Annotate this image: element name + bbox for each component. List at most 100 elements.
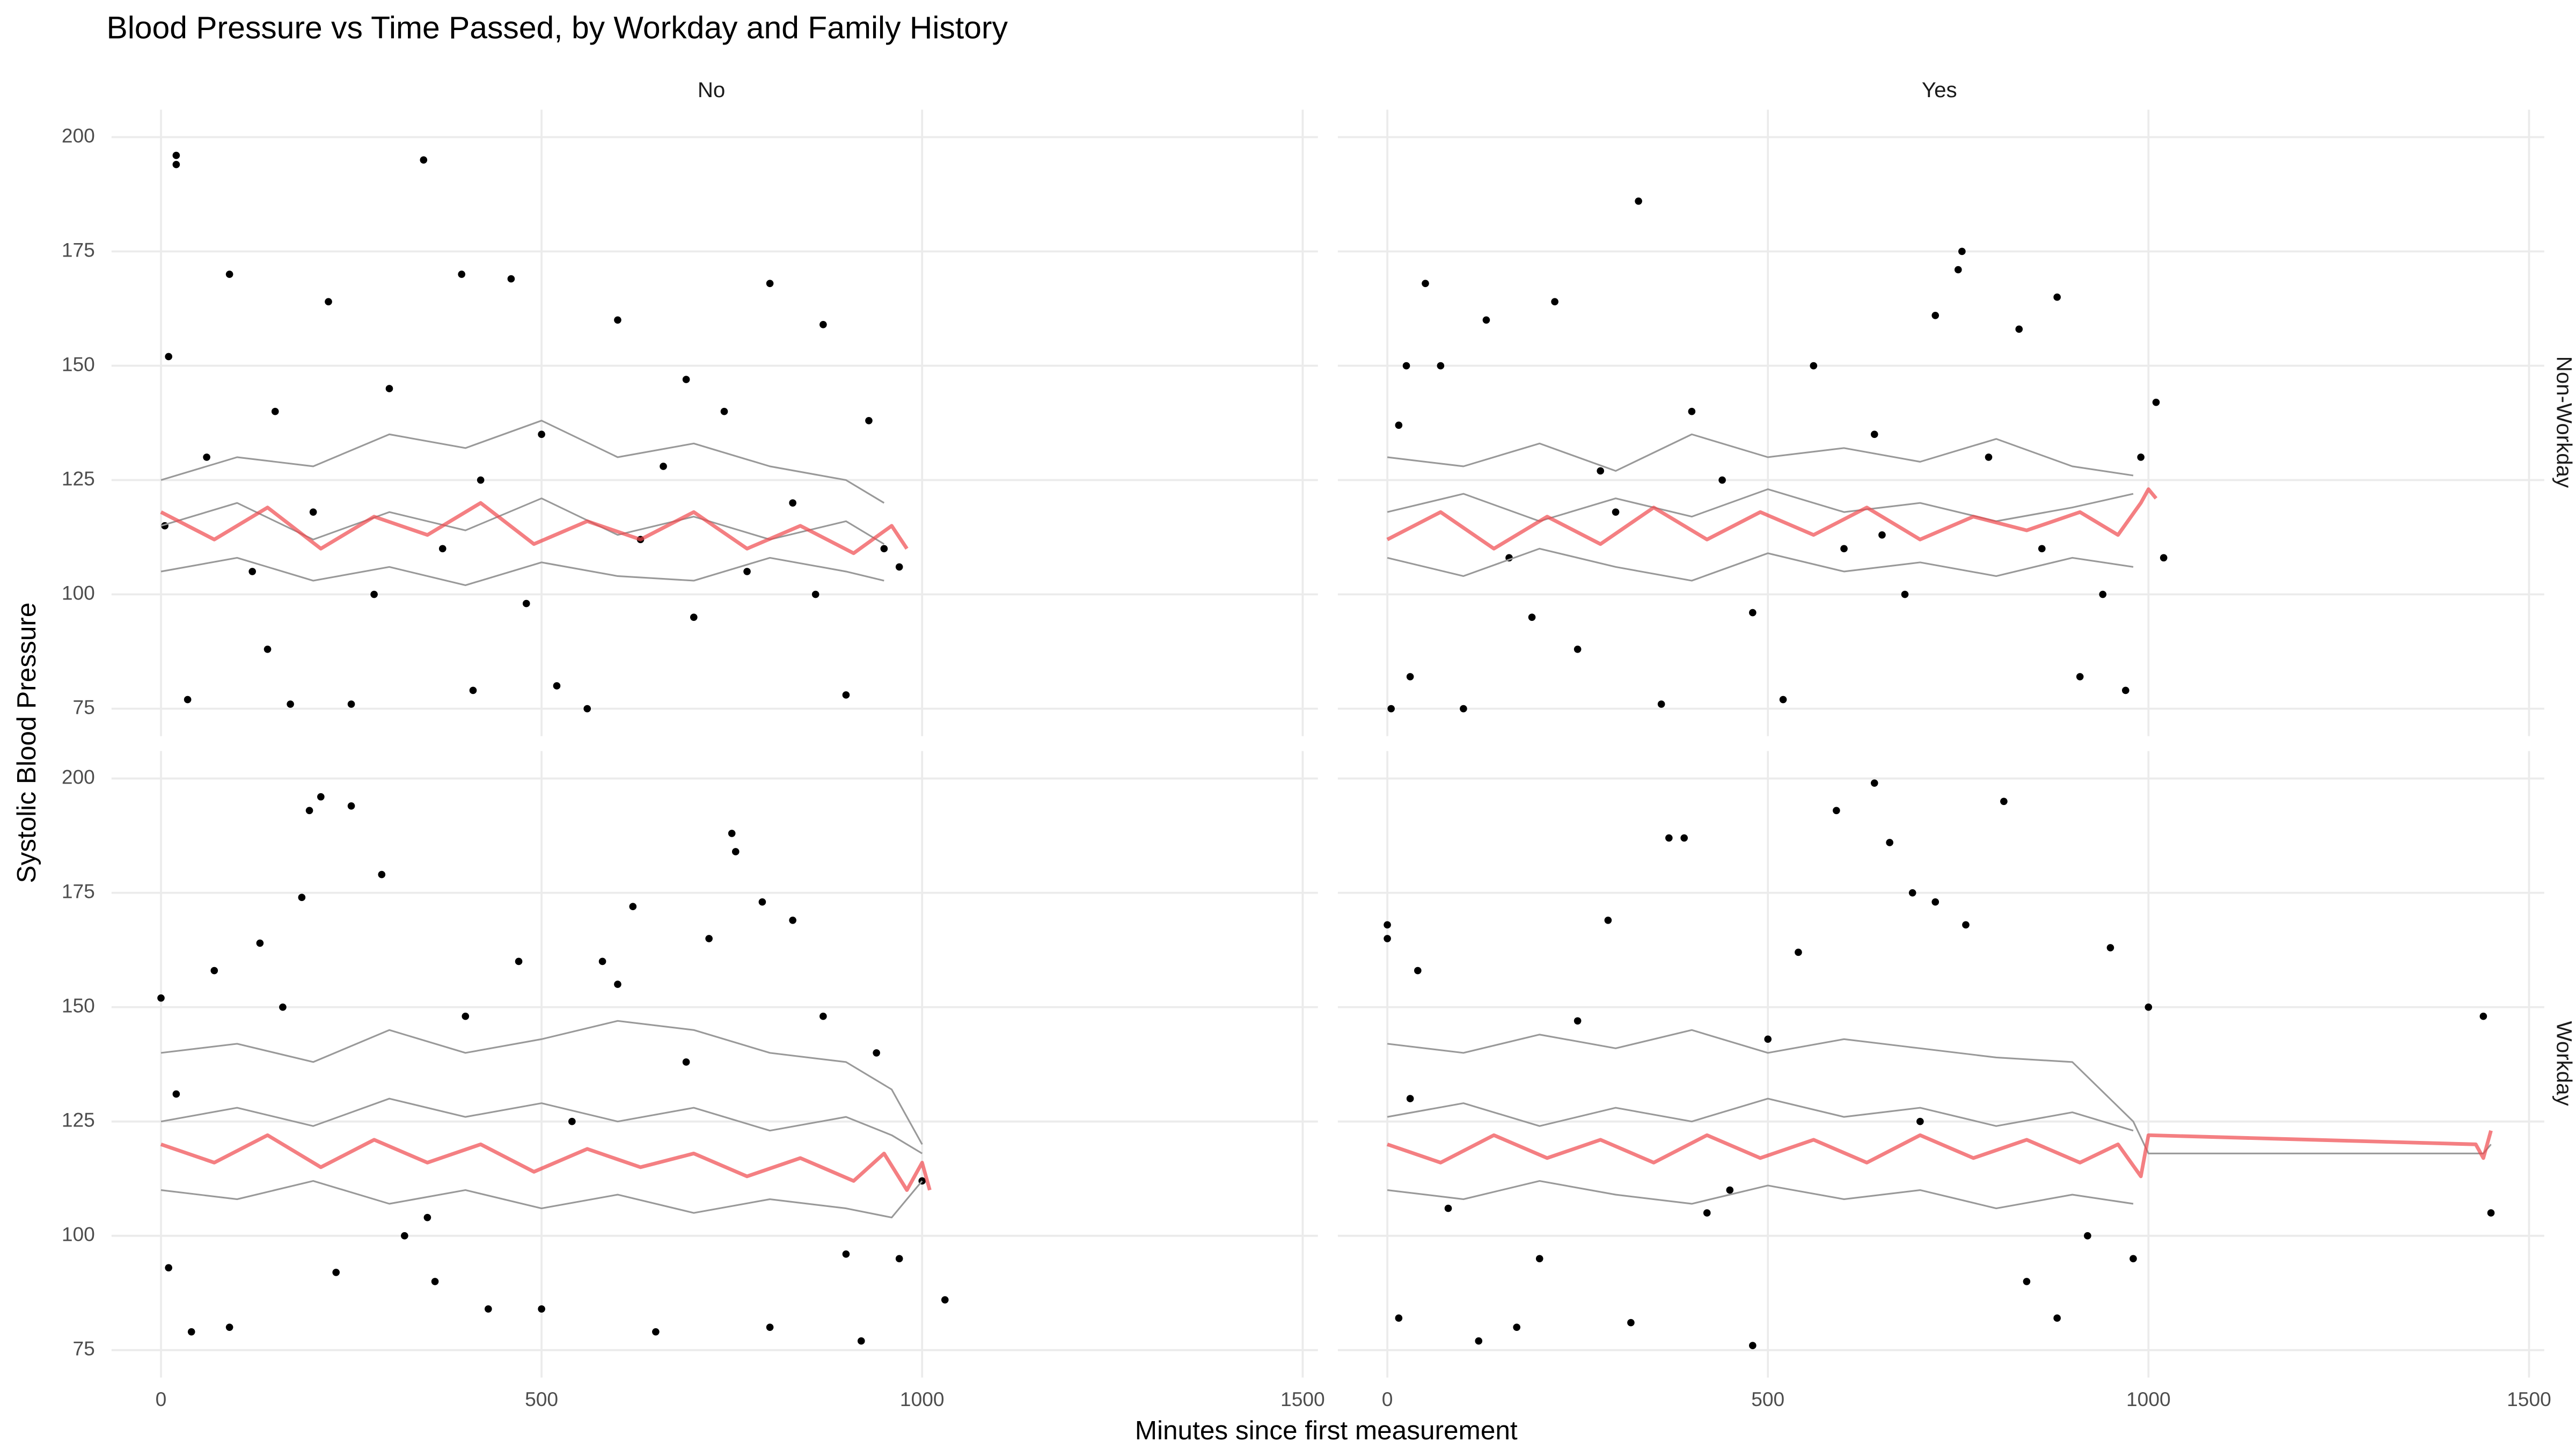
data-point	[819, 1012, 827, 1020]
data-point	[2121, 686, 2129, 694]
series-line	[1387, 547, 2134, 582]
data-point	[1406, 1095, 1414, 1102]
data-point	[187, 1328, 195, 1336]
data-point	[2053, 293, 2061, 301]
data-point	[332, 1269, 340, 1276]
data-point	[1482, 316, 1490, 324]
data-point	[1475, 1337, 1483, 1345]
data-point	[1551, 298, 1558, 306]
data-point	[811, 590, 819, 598]
data-point	[1795, 948, 1802, 956]
x-tick-label: 1000	[2126, 1388, 2171, 1410]
data-point	[583, 705, 591, 713]
data-point	[731, 848, 740, 855]
panel	[1337, 109, 2544, 736]
series-line	[160, 1097, 923, 1154]
data-point	[401, 1232, 408, 1240]
data-point	[385, 385, 393, 392]
data-point	[1444, 1204, 1452, 1212]
x-tick-label: 1500	[2507, 1388, 2551, 1410]
y-tick-label: 200	[62, 124, 95, 147]
data-point	[1703, 1209, 1711, 1217]
series-line	[1387, 1180, 2134, 1210]
data-point	[2487, 1209, 2495, 1217]
series-line	[160, 557, 884, 587]
data-point	[789, 916, 796, 924]
data-point	[309, 508, 317, 516]
x-tick-label: 0	[156, 1388, 167, 1410]
data-point	[1460, 705, 1467, 713]
data-point	[728, 830, 736, 837]
data-point	[1574, 1017, 1582, 1025]
series-line	[1387, 488, 2134, 522]
data-point	[2145, 1003, 2153, 1011]
series-line	[1387, 1097, 2134, 1132]
column-strip-label: No	[698, 78, 725, 102]
data-point	[865, 416, 873, 425]
data-point	[660, 463, 667, 470]
data-point	[743, 568, 751, 575]
data-point	[1513, 1323, 1520, 1331]
data-point	[165, 353, 172, 361]
row-strip-label: Non-Workday	[2552, 356, 2576, 488]
data-point	[1985, 453, 1993, 461]
data-point	[1870, 430, 1878, 438]
data-point	[895, 563, 903, 571]
data-point	[1833, 807, 1840, 815]
data-point	[157, 994, 165, 1002]
data-point	[1528, 613, 1536, 621]
data-point	[172, 151, 180, 159]
data-point	[522, 599, 530, 608]
data-point	[431, 1278, 439, 1285]
data-point	[2053, 1314, 2061, 1322]
data-point	[1810, 362, 1818, 370]
data-point	[438, 545, 447, 553]
data-point	[172, 160, 180, 169]
series-line	[160, 497, 885, 545]
x-tick-label: 0	[1382, 1388, 1393, 1410]
data-point	[1962, 921, 1970, 929]
y-tick-label: 100	[62, 581, 95, 604]
data-point	[1908, 889, 1916, 897]
data-point	[682, 376, 690, 383]
series-line	[1386, 1130, 2493, 1179]
data-point	[1779, 696, 1787, 704]
data-point	[305, 807, 313, 815]
data-point	[264, 645, 272, 653]
data-point	[225, 270, 233, 278]
data-point	[1535, 1255, 1543, 1263]
data-point	[1574, 645, 1582, 653]
data-point	[2152, 398, 2160, 406]
data-point	[515, 957, 523, 965]
data-point	[2129, 1255, 2137, 1263]
data-point	[1749, 1342, 1757, 1350]
data-point	[317, 793, 325, 801]
data-point	[2000, 797, 2008, 806]
data-point	[1916, 1117, 1924, 1125]
data-point	[766, 280, 774, 287]
data-point	[1870, 779, 1878, 787]
column-strip-label: Yes	[1922, 78, 1957, 102]
data-point	[941, 1296, 949, 1304]
data-point	[271, 407, 279, 415]
y-axis-title: Systolic Blood Pressure	[12, 603, 41, 883]
x-tick-label: 1000	[900, 1388, 945, 1410]
data-point	[538, 1305, 545, 1313]
data-point	[880, 545, 888, 553]
data-point	[477, 476, 485, 484]
series-line	[160, 1180, 923, 1219]
data-point	[325, 298, 332, 306]
data-point	[2038, 545, 2046, 553]
data-point	[1726, 1186, 1734, 1194]
data-point	[347, 802, 355, 810]
data-point	[720, 407, 728, 415]
data-point	[1635, 197, 1642, 205]
data-point	[682, 1058, 690, 1066]
data-point	[1954, 266, 1962, 274]
data-point	[485, 1305, 492, 1313]
data-point	[1414, 967, 1422, 975]
data-point	[652, 1328, 660, 1336]
data-point	[1657, 700, 1665, 708]
data-point	[857, 1337, 865, 1345]
